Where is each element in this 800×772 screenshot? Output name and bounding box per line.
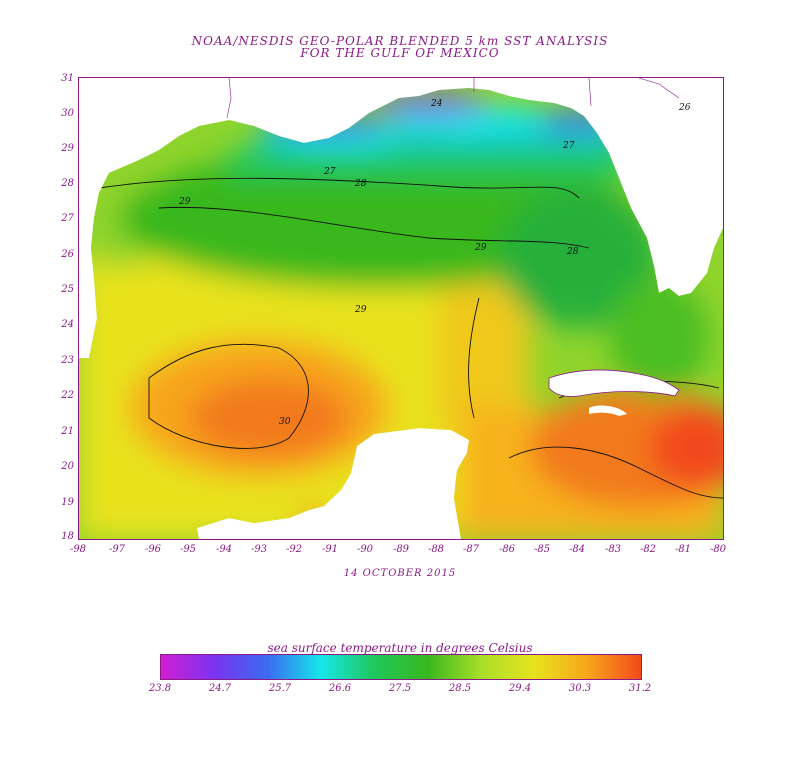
lon-tick: -88 [427, 544, 445, 555]
colorbar-tick: 24.7 [208, 683, 232, 694]
colorbar-tick: 29.4 [508, 683, 532, 694]
colorbar-tick: 30.3 [568, 683, 592, 694]
analysis-date: 14 OCTOBER 2015 [343, 568, 457, 579]
contour-label: 30 [279, 417, 291, 427]
lon-tick: -94 [215, 544, 233, 555]
sst-map: 24 26 27 27 28 29 29 29 28 30 [78, 77, 724, 540]
lat-tick: 25 [61, 284, 74, 295]
lat-tick: 29 [61, 143, 74, 154]
colorbar-tick: 27.5 [388, 683, 412, 694]
lon-tick: -92 [285, 544, 303, 555]
lat-tick: 23 [61, 355, 74, 366]
contour-label: 29 [354, 305, 367, 315]
lat-tick: 21 [61, 426, 74, 437]
lat-tick: 27 [61, 213, 74, 224]
state-boundaries [226, 78, 680, 119]
contour-label: 24 [430, 99, 443, 109]
contour-label: 27 [562, 141, 575, 151]
lon-tick: -91 [321, 544, 339, 555]
map-subtitle: FOR THE GULF OF MEXICO [300, 46, 500, 60]
lat-tick: 26 [61, 249, 74, 260]
lat-tick: 19 [61, 497, 74, 508]
lon-tick: -84 [568, 544, 586, 555]
sst-map-canvas: 24 26 27 27 28 29 29 29 28 30 [79, 78, 723, 539]
contours [98, 177, 723, 499]
island-land [589, 405, 627, 416]
cuba-land [548, 369, 680, 397]
colorbar [160, 654, 642, 680]
lat-tick: 22 [61, 390, 74, 401]
sst-field [79, 78, 723, 539]
colorbar-tick: 31.2 [628, 683, 652, 694]
lat-tick: 31 [61, 73, 74, 84]
lon-tick: -90 [356, 544, 374, 555]
lon-tick: -96 [144, 544, 162, 555]
contour-label: 29 [178, 197, 191, 207]
lon-tick: -89 [392, 544, 410, 555]
lat-tick: 24 [61, 319, 74, 330]
lon-tick: -87 [462, 544, 480, 555]
lon-tick: -93 [250, 544, 268, 555]
colorbar-tick: 25.7 [268, 683, 292, 694]
lon-tick: -82 [639, 544, 657, 555]
colorbar-tick: 26.6 [328, 683, 352, 694]
lat-tick: 18 [61, 531, 74, 542]
colorbar-tick: 23.8 [148, 683, 172, 694]
contour-label: 26 [678, 103, 691, 113]
colorbar-tick: 28.5 [448, 683, 472, 694]
lat-tick: 28 [61, 178, 74, 189]
contour-label: 28 [566, 247, 579, 257]
lon-tick: -85 [533, 544, 551, 555]
lon-tick: -98 [69, 544, 87, 555]
lon-tick: -80 [709, 544, 727, 555]
lon-tick: -86 [498, 544, 516, 555]
map-title: NOAA/NESDIS GEO-POLAR BLENDED 5 km SST A… [191, 34, 609, 48]
lon-tick: -97 [108, 544, 126, 555]
lon-tick: -81 [674, 544, 692, 555]
lat-tick: 20 [61, 461, 74, 472]
legend-title: sea surface temperature in degrees Celsi… [267, 641, 533, 655]
contour-label: 27 [323, 167, 336, 177]
contour-label: 29 [474, 243, 487, 253]
lat-tick: 30 [61, 108, 74, 119]
lon-tick: -95 [179, 544, 197, 555]
contour-label: 28 [354, 179, 367, 189]
lon-tick: -83 [604, 544, 622, 555]
